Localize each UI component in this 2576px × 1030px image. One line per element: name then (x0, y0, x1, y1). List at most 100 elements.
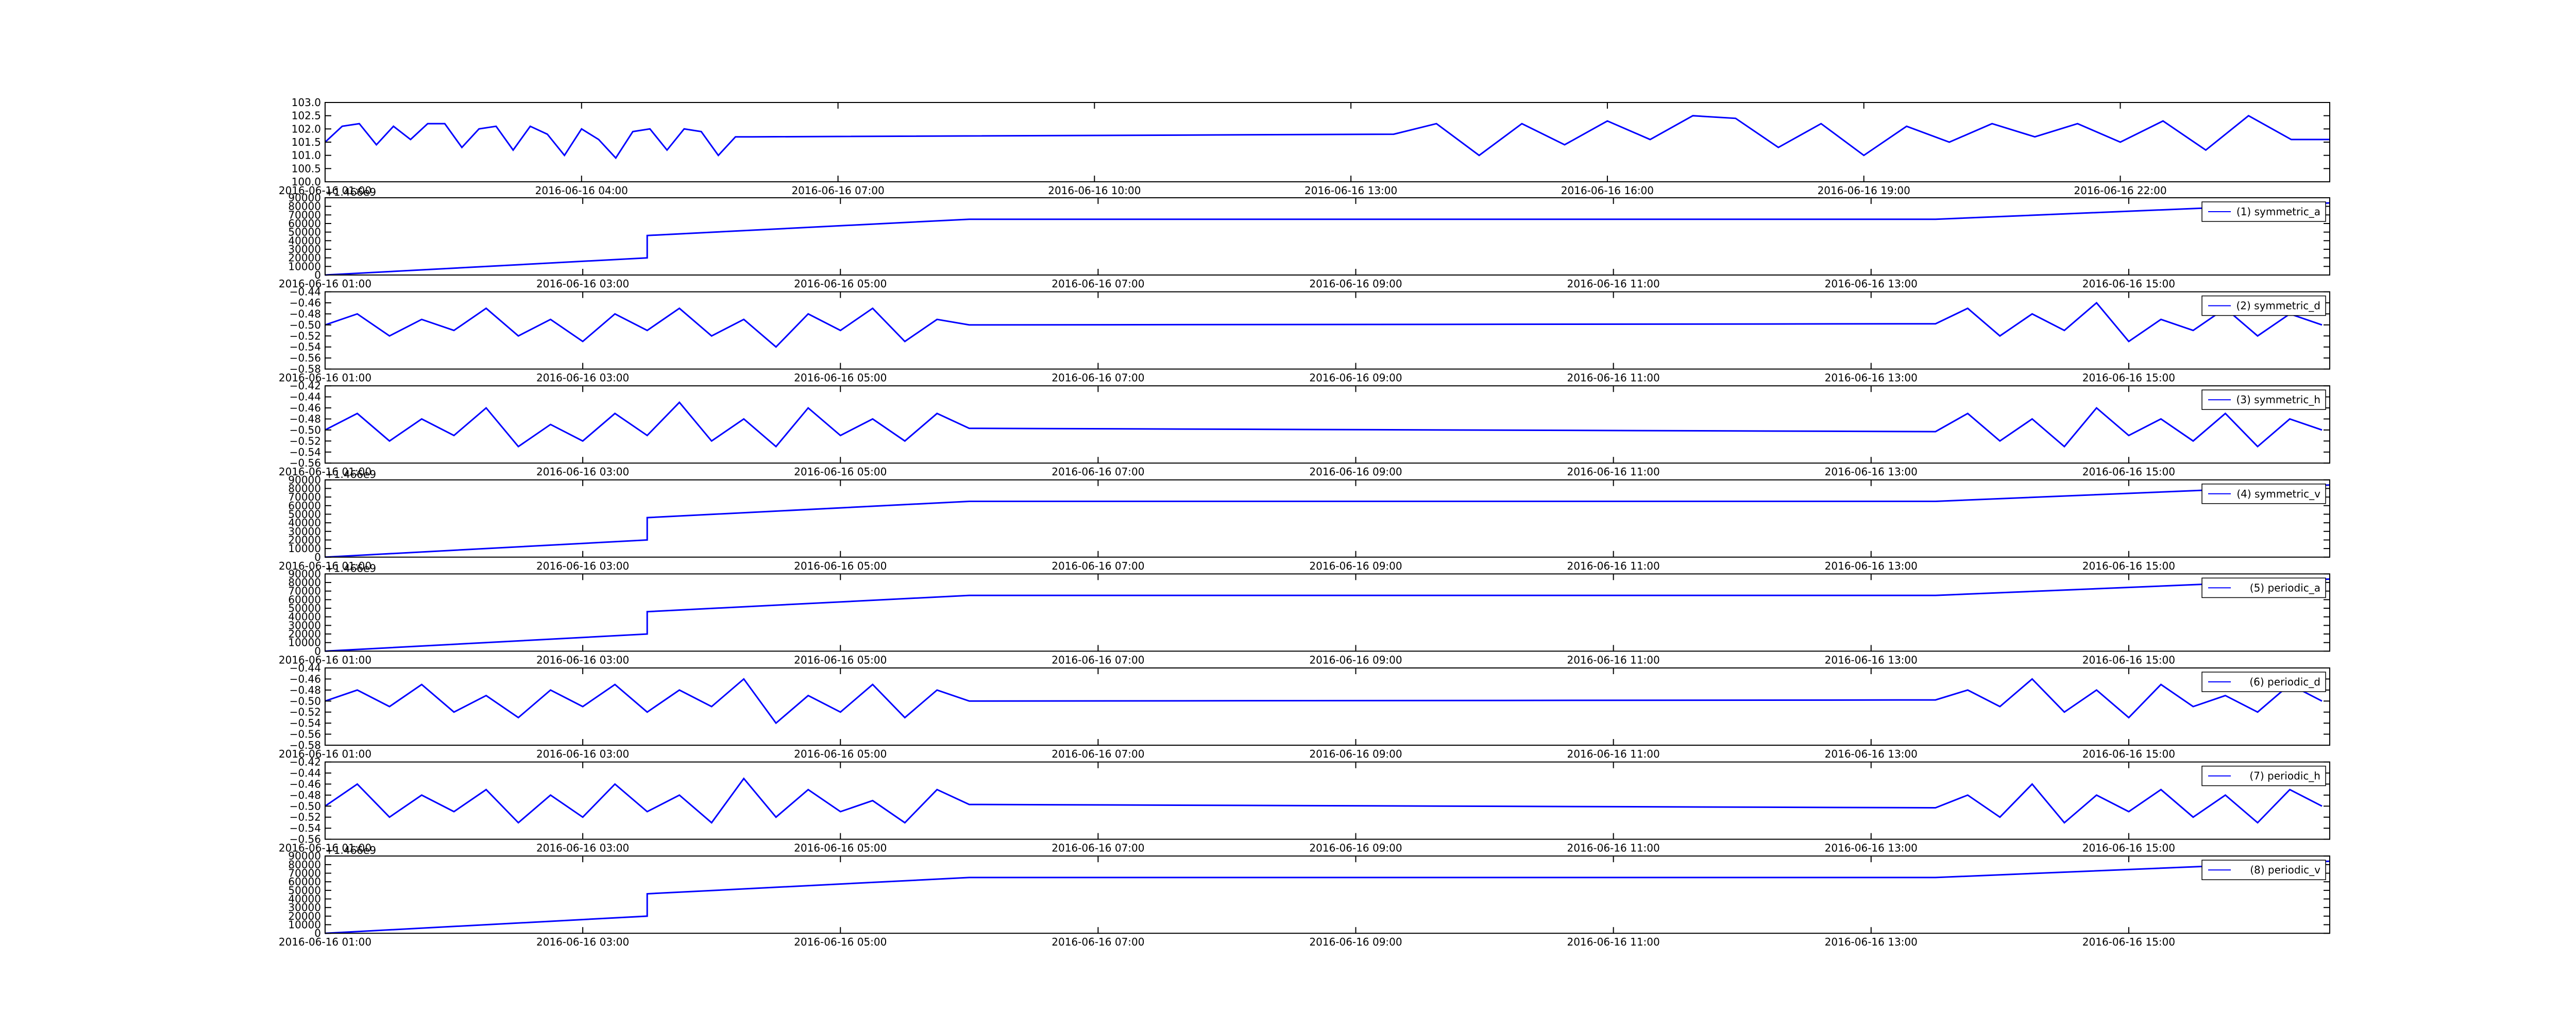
x-tick-label: 2016-06-16 09:00 (1309, 466, 1402, 478)
x-tick-label: 2016-06-16 13:00 (1825, 278, 1918, 290)
y-tick-label: −0.46 (290, 402, 321, 414)
x-tick-label: 2016-06-16 04:00 (535, 184, 628, 197)
y-tick-label: 40000 (288, 893, 321, 905)
data-line (325, 202, 2330, 276)
y-tick-label: 50000 (288, 884, 321, 897)
x-tick-label: 2016-06-16 13:00 (1825, 466, 1918, 478)
legend-label: (5) periodic_a (2250, 581, 2320, 594)
data-line (324, 114, 2330, 160)
y-tick-label: −0.56 (290, 352, 321, 364)
axes-frame (325, 667, 2330, 746)
x-tick-label: 2016-06-16 13:00 (1825, 372, 1918, 384)
data-line (325, 401, 2323, 448)
y-tick-label: 103.0 (292, 96, 321, 109)
axes-frame (325, 197, 2330, 276)
x-tick-label: 2016-06-16 11:00 (1567, 654, 1660, 666)
y-tick-label: 10000 (288, 542, 321, 555)
y-tick-label: 80000 (288, 482, 321, 494)
x-tick-label: 2016-06-16 03:00 (536, 654, 629, 666)
legend-label: (4) symmetric_v (2236, 488, 2320, 500)
y-tick-label: 10000 (288, 260, 321, 272)
y-tick-label: −0.50 (290, 695, 321, 707)
x-tick-label: 2016-06-16 15:00 (2082, 466, 2175, 478)
y-tick-label: −0.48 (290, 789, 321, 801)
y-tick-label: 0 (314, 645, 321, 657)
y-tick-label: 60000 (288, 500, 321, 512)
x-tick-label: 2016-06-16 19:00 (1818, 184, 1910, 197)
y-tick-label: 70000 (288, 491, 321, 503)
data-line (325, 678, 2323, 725)
y-tick-label: −0.58 (290, 739, 321, 751)
y-tick-label: −0.54 (290, 341, 321, 353)
x-tick-label: 2016-06-16 22:00 (2074, 184, 2166, 197)
y-tick-label: −0.54 (290, 717, 321, 729)
x-tick-label: 2016-06-16 07:00 (1052, 936, 1144, 948)
y-tick-label: 0 (314, 551, 321, 563)
y-tick-label: 70000 (288, 209, 321, 221)
x-tick-label: 2016-06-16 05:00 (794, 466, 887, 478)
y-tick-label: 30000 (288, 619, 321, 631)
y-tick-label: 30000 (288, 525, 321, 538)
y-tick-label: −0.52 (290, 706, 321, 718)
x-tick-label: 2016-06-16 09:00 (1309, 372, 1402, 384)
y-tick-label: 102.0 (292, 123, 321, 135)
x-tick-label: 2016-06-16 11:00 (1567, 936, 1660, 948)
data-line (325, 301, 2323, 348)
offset-label: +1.466e9 (325, 186, 376, 198)
y-tick-label: −0.56 (290, 833, 321, 846)
y-tick-label: 60000 (288, 217, 321, 230)
x-tick-label: 2016-06-16 07:00 (1052, 466, 1144, 478)
legend-label: (8) periodic_v (2250, 864, 2320, 876)
legend-label: (7) periodic_h (2249, 770, 2320, 782)
y-tick-label: 80000 (288, 859, 321, 871)
x-tick-label: 2016-06-16 10:00 (1048, 184, 1141, 197)
y-tick-label: −0.50 (290, 319, 321, 331)
x-tick-label: 2016-06-16 11:00 (1567, 278, 1660, 290)
y-tick-label: −0.42 (290, 380, 321, 392)
y-tick-label: −0.54 (290, 446, 321, 458)
y-tick-label: −0.46 (290, 778, 321, 790)
y-tick-label: −0.46 (290, 297, 321, 309)
y-tick-label: −0.52 (290, 330, 321, 342)
y-tick-label: 70000 (288, 867, 321, 880)
y-tick-label: 20000 (288, 910, 321, 922)
x-tick-label: 2016-06-16 03:00 (536, 842, 629, 854)
y-tick-label: 90000 (288, 568, 321, 580)
y-tick-label: 50000 (288, 508, 321, 520)
x-tick-label: 2016-06-16 15:00 (2082, 560, 2175, 572)
y-tick-label: −0.48 (290, 684, 321, 696)
y-tick-label: −0.42 (290, 756, 321, 768)
x-tick-label: 2016-06-16 01:00 (279, 184, 371, 197)
x-tick-label: 2016-06-16 05:00 (794, 278, 887, 290)
x-tick-label: 2016-06-16 15:00 (2082, 654, 2175, 666)
y-tick-label: 40000 (288, 517, 321, 529)
axes-frame (325, 291, 2330, 370)
y-tick-label: 50000 (288, 226, 321, 238)
x-tick-label: 2016-06-16 11:00 (1567, 372, 1660, 384)
y-tick-label: 101.0 (292, 149, 321, 162)
x-tick-label: 2016-06-16 09:00 (1309, 748, 1402, 760)
x-tick-label: 2016-06-16 01:00 (279, 842, 371, 854)
x-tick-label: 2016-06-16 13:00 (1825, 654, 1918, 666)
x-tick-label: 2016-06-16 09:00 (1309, 936, 1402, 948)
x-tick-label: 2016-06-16 07:00 (1052, 654, 1144, 666)
legend-label: (6) periodic_d (2249, 676, 2320, 688)
y-tick-label: 10000 (288, 919, 321, 931)
x-tick-label: 2016-06-16 11:00 (1567, 560, 1660, 572)
y-tick-label: 60000 (288, 876, 321, 888)
x-tick-label: 2016-06-16 11:00 (1567, 466, 1660, 478)
x-tick-label: 2016-06-16 15:00 (2082, 372, 2175, 384)
y-tick-label: 60000 (288, 593, 321, 606)
y-tick-label: 100.0 (292, 176, 321, 188)
x-tick-label: 2016-06-16 15:00 (2082, 936, 2175, 948)
y-tick-label: −0.56 (290, 457, 321, 469)
y-tick-label: 20000 (288, 534, 321, 546)
x-tick-label: 2016-06-16 07:00 (1052, 560, 1144, 572)
x-tick-label: 2016-06-16 07:00 (1052, 278, 1144, 290)
y-tick-label: 40000 (288, 611, 321, 623)
x-tick-label: 2016-06-16 01:00 (279, 278, 371, 290)
y-tick-label: 80000 (288, 576, 321, 589)
data-line (325, 860, 2330, 934)
y-tick-label: −0.56 (290, 728, 321, 741)
axes-frame (325, 855, 2330, 934)
